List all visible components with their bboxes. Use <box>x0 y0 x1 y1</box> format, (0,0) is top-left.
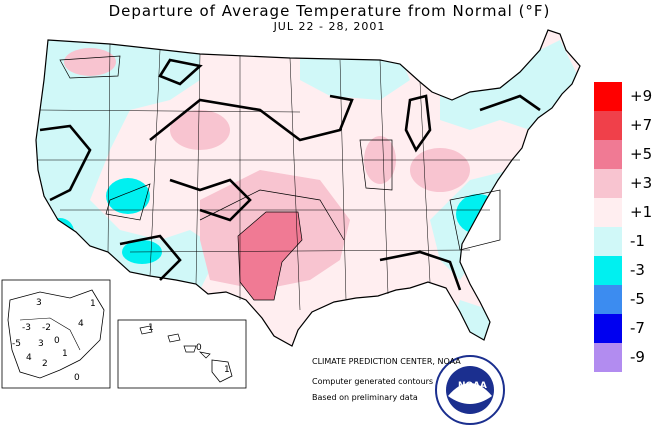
thin-contours <box>59 55 501 301</box>
map-title: Departure of Average Temperature from No… <box>108 2 551 20</box>
hawaii-label: 1 <box>148 323 154 333</box>
legend-label: -5 <box>630 290 645 308</box>
plus3-region-northern-rockies <box>170 110 230 150</box>
legend-item: -7 <box>594 314 659 343</box>
plus5-region-texas <box>238 212 302 300</box>
credit-line2: Based on preliminary data <box>312 393 418 402</box>
legend-label: -7 <box>630 319 645 337</box>
legend-label: -9 <box>630 348 645 366</box>
legend-swatch <box>594 285 622 314</box>
us-map <box>36 30 580 346</box>
hawaii-inset: 1 0 1 <box>117 319 247 389</box>
legend-item: -1 <box>594 227 659 256</box>
legend-swatch <box>594 111 622 140</box>
alaska-label: 0 <box>54 336 60 346</box>
alaska-label: 4 <box>78 319 84 329</box>
legend-label: +9 <box>630 87 653 105</box>
plus3-region-northwest <box>64 48 116 76</box>
alaska-label: -3 <box>22 323 31 333</box>
alaska-label: -5 <box>12 339 21 349</box>
credit-center: CLIMATE PREDICTION CENTER, NOAA <box>312 357 461 366</box>
legend-swatch <box>594 314 622 343</box>
legend-item: +7 <box>594 111 659 140</box>
hawaii-label: 1 <box>224 365 230 375</box>
legend-label: +1 <box>630 203 653 221</box>
legend-swatch <box>594 198 622 227</box>
legend-label: -1 <box>630 232 645 250</box>
alaska-outline <box>7 289 105 379</box>
minus1-region-northeast <box>440 40 580 130</box>
alaska-label: 1 <box>62 349 68 359</box>
legend-label: +3 <box>630 174 653 192</box>
alaska-label: -2 <box>42 323 51 333</box>
minus1-region-north <box>300 50 410 100</box>
legend-item: +3 <box>594 169 659 198</box>
zero-contours <box>39 58 541 291</box>
minus1-region-west <box>36 40 220 290</box>
alaska-label: 4 <box>26 353 32 363</box>
alaska-label: 1 <box>90 299 96 309</box>
alaska-label: 3 <box>38 339 44 349</box>
noaa-logo-text: NOAA <box>458 381 487 391</box>
alaska-label: 0 <box>74 373 80 383</box>
minus1-region-florida <box>455 300 490 340</box>
legend-swatch <box>594 343 622 372</box>
credit-line1: Computer generated contours <box>312 377 434 386</box>
legend-swatch <box>594 227 622 256</box>
legend-swatch <box>594 82 622 111</box>
legend-item: +5 <box>594 140 659 169</box>
legend-swatch <box>594 140 622 169</box>
legend-item: +9 <box>594 82 659 111</box>
minus3-region-great-basin <box>106 178 150 214</box>
legend-swatch <box>594 169 622 198</box>
legend-label: -3 <box>630 261 645 279</box>
us-outline <box>35 29 581 347</box>
legend-item: -9 <box>594 343 659 372</box>
noaa-logo: NOAA <box>435 355 505 425</box>
legend-swatch <box>594 256 622 285</box>
alaska-inset: 3 -3 -2 0 3 1 -5 4 0 2 4 1 <box>1 279 111 389</box>
legend: +9 +7 +5 +3 +1 -1 -3 -5 -7 -9 <box>594 82 659 372</box>
legend-label: +5 <box>630 145 653 163</box>
minus3-region-california <box>46 218 74 246</box>
map-subtitle: JUL 22 - 28, 2001 <box>273 20 386 33</box>
legend-item: -5 <box>594 285 659 314</box>
state-boundaries <box>38 43 520 311</box>
alaska-label: 3 <box>36 298 42 308</box>
legend-label: +7 <box>630 116 653 134</box>
plus3-region-ohio-valley <box>410 148 470 192</box>
legend-item: +1 <box>594 198 659 227</box>
alaska-label: 2 <box>42 359 48 369</box>
legend-item: -3 <box>594 256 659 285</box>
hawaii-label: 0 <box>196 343 202 353</box>
